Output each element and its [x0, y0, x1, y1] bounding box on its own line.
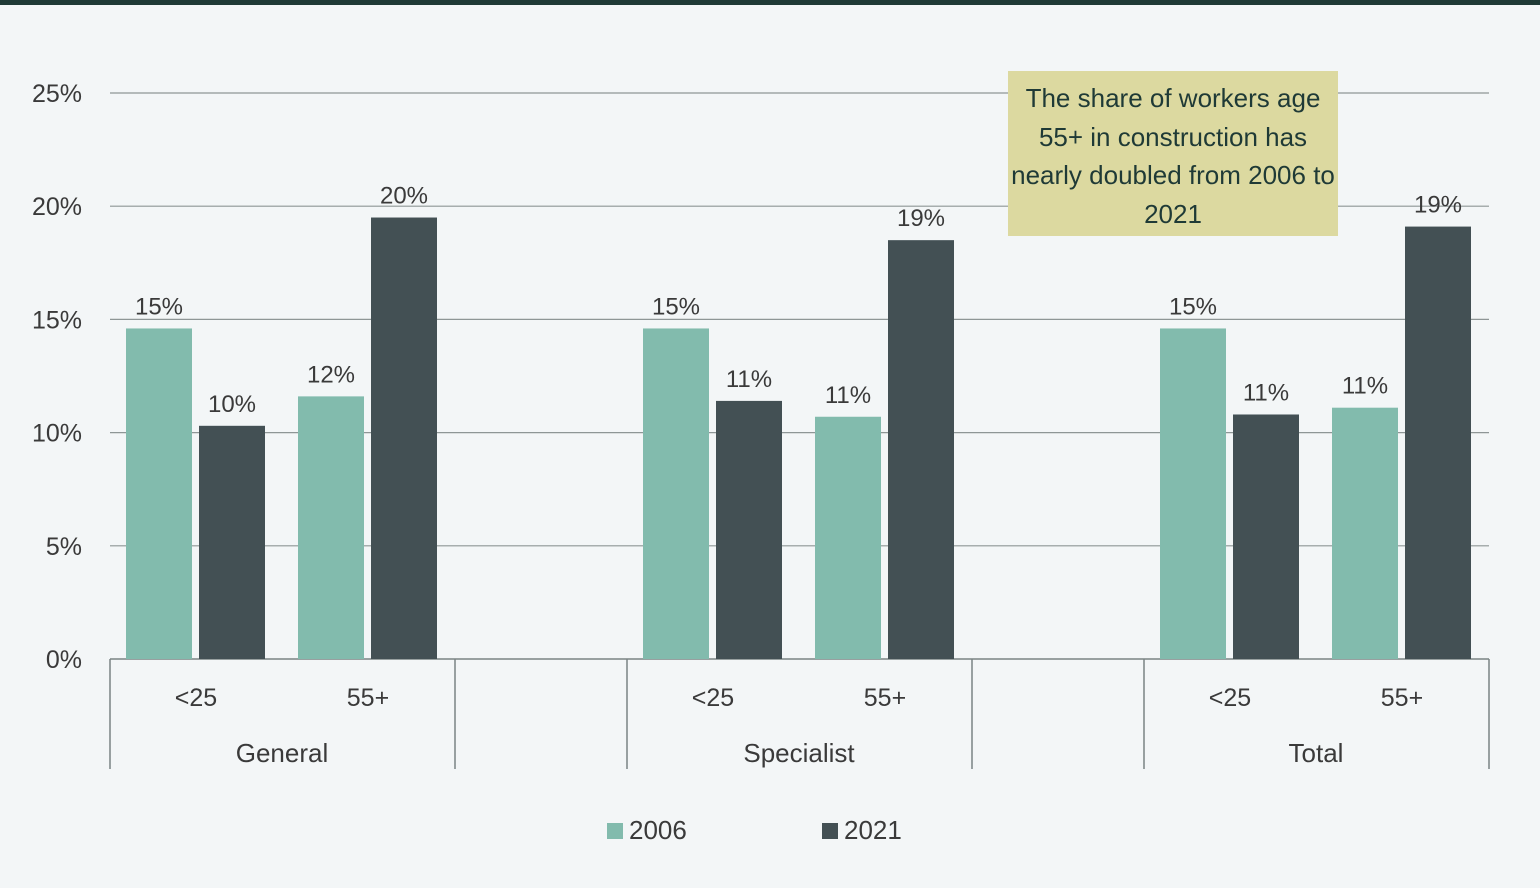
bar-chart: 0% 5% 10% 15% 20% 25% 15% 10% <25 12% 20% 55+ Genera…	[32, 80, 1490, 769]
y-tick-label: 15%	[32, 306, 82, 334]
group-label: Specialist	[743, 738, 855, 768]
data-label: 20%	[380, 183, 428, 210]
bar-2006-total-under25	[1160, 328, 1226, 659]
legend: 2006 2021	[0, 815, 1540, 849]
y-tick-label: 25%	[32, 80, 82, 108]
group-label: Total	[1289, 738, 1344, 768]
data-label: 11%	[1342, 373, 1388, 400]
data-label: 19%	[897, 205, 945, 232]
data-label: 15%	[652, 293, 700, 320]
bar-2006-specialist-55plus	[815, 416, 881, 659]
bar-2021-specialist-55plus	[888, 240, 954, 659]
bar-2021-total-55plus	[1405, 226, 1471, 660]
bar-2021-general-under25	[199, 425, 265, 659]
x-tick-label: 55+	[864, 684, 906, 712]
bar-2006-specialist-under25	[643, 328, 709, 659]
legend-item-2021: 2021	[822, 815, 902, 846]
data-label: 19%	[1414, 192, 1462, 219]
x-tick-label: 55+	[1381, 684, 1423, 712]
chart-annotation: The share of workers age 55+ in construc…	[1008, 71, 1338, 236]
x-tick-label: <25	[1209, 684, 1251, 712]
data-label: 11%	[1243, 379, 1289, 406]
top-rule	[0, 0, 1540, 5]
y-tick-label: 0%	[46, 646, 82, 674]
legend-label-2006: 2006	[629, 815, 687, 845]
bar-2006-general-under25	[126, 328, 192, 659]
x-tick-label: <25	[692, 684, 734, 712]
legend-swatch-2006	[607, 822, 623, 839]
y-tick-label: 5%	[46, 533, 82, 561]
legend-swatch-2021	[822, 822, 838, 839]
x-tick-label: <25	[175, 684, 217, 712]
bar-2006-total-55plus	[1332, 407, 1398, 659]
data-label: 11%	[726, 366, 772, 393]
data-label: 15%	[1169, 293, 1217, 320]
data-label: 11%	[825, 382, 871, 409]
data-label: 10%	[208, 391, 256, 418]
legend-label-2021: 2021	[844, 815, 902, 845]
bar-2021-total-under25	[1233, 414, 1299, 659]
legend-item-2006: 2006	[607, 815, 687, 846]
y-tick-label: 10%	[32, 420, 82, 448]
bar-2006-general-55plus	[298, 396, 364, 659]
data-label: 15%	[135, 293, 183, 320]
bar-2021-general-55plus	[371, 217, 437, 659]
group-label: General	[236, 738, 329, 768]
y-tick-label: 20%	[32, 193, 82, 221]
data-label: 12%	[307, 361, 355, 388]
x-tick-label: 55+	[347, 684, 389, 712]
bar-2021-specialist-under25	[716, 400, 782, 659]
